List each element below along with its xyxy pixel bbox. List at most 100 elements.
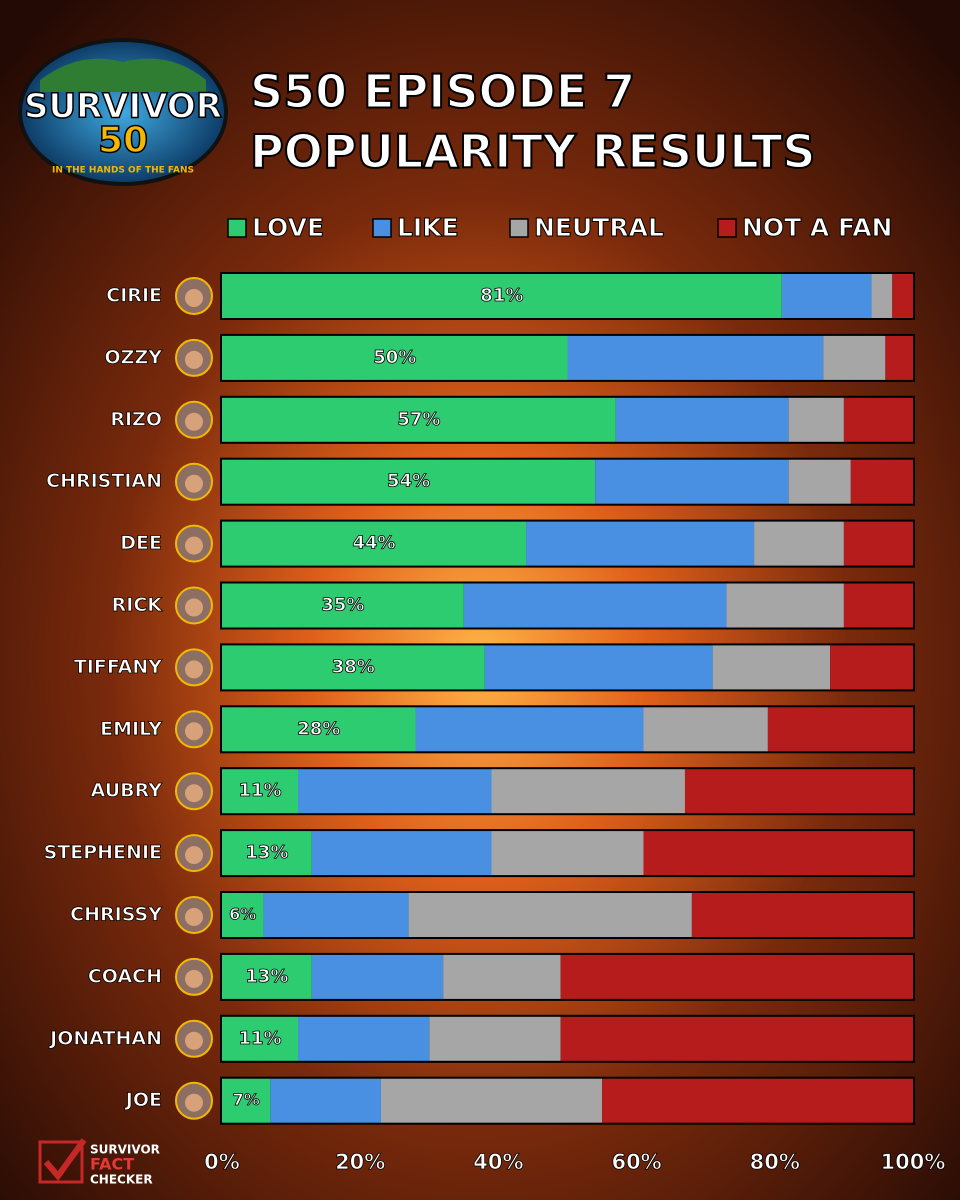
avatar-face (185, 1031, 203, 1050)
avatar-face (185, 969, 203, 988)
credit: SURVIVOR FACT CHECKER (38, 1138, 160, 1187)
value-label: 28% (297, 718, 340, 739)
category-label: RICK (112, 594, 164, 616)
bar-segment (263, 893, 409, 937)
avatar-face (185, 908, 203, 926)
bar-segment (222, 459, 596, 504)
logo: SURVIVOR 50 IN THE HANDS OF THE FANS (18, 38, 228, 186)
bar-segment (463, 583, 727, 628)
avatar-face (185, 289, 203, 307)
category-label: COACH (88, 965, 162, 987)
value-label: 81% (480, 285, 523, 306)
bar-segment (615, 397, 789, 442)
value-label: 54% (387, 471, 430, 492)
credit-text: FACT (90, 1155, 134, 1174)
bar-segment (754, 521, 844, 566)
category-label: AUBRY (91, 780, 163, 802)
avatar-face (185, 1093, 203, 1112)
bar-segment (560, 954, 913, 999)
x-tick-label: 0% (204, 1150, 240, 1174)
avatar-face (185, 598, 203, 617)
category-label: JONATHAN (48, 1027, 162, 1049)
title-line: POPULARITY RESULTS (250, 125, 816, 179)
bar-segment (429, 1016, 561, 1061)
category-label: CHRISSY (70, 904, 162, 926)
value-label: 7% (233, 1090, 260, 1109)
title-line: S50 EPISODE 7 (250, 65, 635, 119)
bar-segment (270, 1078, 381, 1123)
bar-segment (843, 521, 913, 566)
category-label: EMILY (100, 718, 162, 740)
bar-segment (380, 1078, 603, 1123)
logo-name: SURVIVOR (24, 87, 222, 127)
bar-segment (526, 521, 755, 566)
bar-segment (491, 831, 644, 876)
bar-segment (222, 274, 782, 318)
bar-segment (222, 954, 312, 999)
legend-label: NOT A FAN (742, 213, 892, 242)
logo-number: 50 (98, 120, 148, 161)
bar-segment (712, 645, 831, 690)
x-tick-label: 100% (881, 1150, 946, 1174)
bar-segment (222, 707, 416, 752)
legend-swatch (372, 218, 392, 238)
bar-segment (311, 831, 492, 876)
bar-segment (222, 521, 527, 566)
bar-segment (222, 1016, 299, 1061)
legend-swatch (227, 218, 247, 238)
bar-segment (415, 707, 644, 752)
avatar-face (185, 412, 203, 431)
category-label: JOE (124, 1089, 162, 1111)
credit-text: CHECKER (90, 1173, 153, 1187)
avatar-face (185, 846, 203, 865)
bar-segment (222, 645, 485, 690)
bar-segment (298, 769, 492, 814)
bar-segment (222, 1078, 271, 1123)
bar-segment (843, 397, 913, 442)
credit-check (43, 1138, 87, 1181)
avatar-face (185, 784, 203, 803)
bar-segment (843, 583, 913, 628)
avatar-face (185, 660, 203, 679)
legend-label: NEUTRAL (534, 213, 664, 242)
bar-segment (443, 954, 561, 999)
bar-segment (871, 274, 893, 318)
bar-segment (892, 274, 913, 318)
bar-segment (491, 769, 685, 814)
bar-segment (298, 1016, 430, 1061)
category-label: CIRIE (106, 285, 162, 307)
bar-segment (222, 335, 568, 380)
bar-segment (408, 893, 692, 937)
category-label: OZZY (105, 346, 163, 368)
value-label: 11% (238, 780, 281, 801)
avatar-face (185, 536, 203, 555)
value-label: 38% (332, 656, 375, 677)
legend-label: LOVE (252, 213, 324, 242)
credit-icon (38, 1140, 84, 1184)
bar-segment (767, 707, 913, 752)
legend-swatch (509, 218, 529, 238)
bar-segment (788, 397, 844, 442)
bar-segment (643, 707, 768, 752)
bar-segment (595, 459, 789, 504)
bar-segment (484, 645, 713, 690)
value-label: 6% (229, 905, 256, 924)
bar-segment (643, 831, 913, 876)
bar-segment (830, 645, 913, 690)
x-tick-label: 80% (750, 1150, 800, 1174)
bar-segment (567, 335, 824, 380)
value-label: 35% (321, 595, 364, 616)
credit-text: SURVIVOR (90, 1143, 160, 1157)
bar-segment (222, 769, 299, 814)
legend-label: LIKE (397, 213, 459, 242)
avatar-face (185, 350, 203, 369)
bar-segment (781, 274, 872, 318)
x-tick-label: 60% (611, 1150, 661, 1174)
category-label: STEPHENIE (44, 842, 162, 864)
bar-segment (222, 831, 312, 876)
avatar-face (185, 722, 203, 741)
value-label: 50% (373, 347, 416, 368)
bar-segment (850, 459, 913, 504)
value-label: 57% (397, 409, 440, 430)
